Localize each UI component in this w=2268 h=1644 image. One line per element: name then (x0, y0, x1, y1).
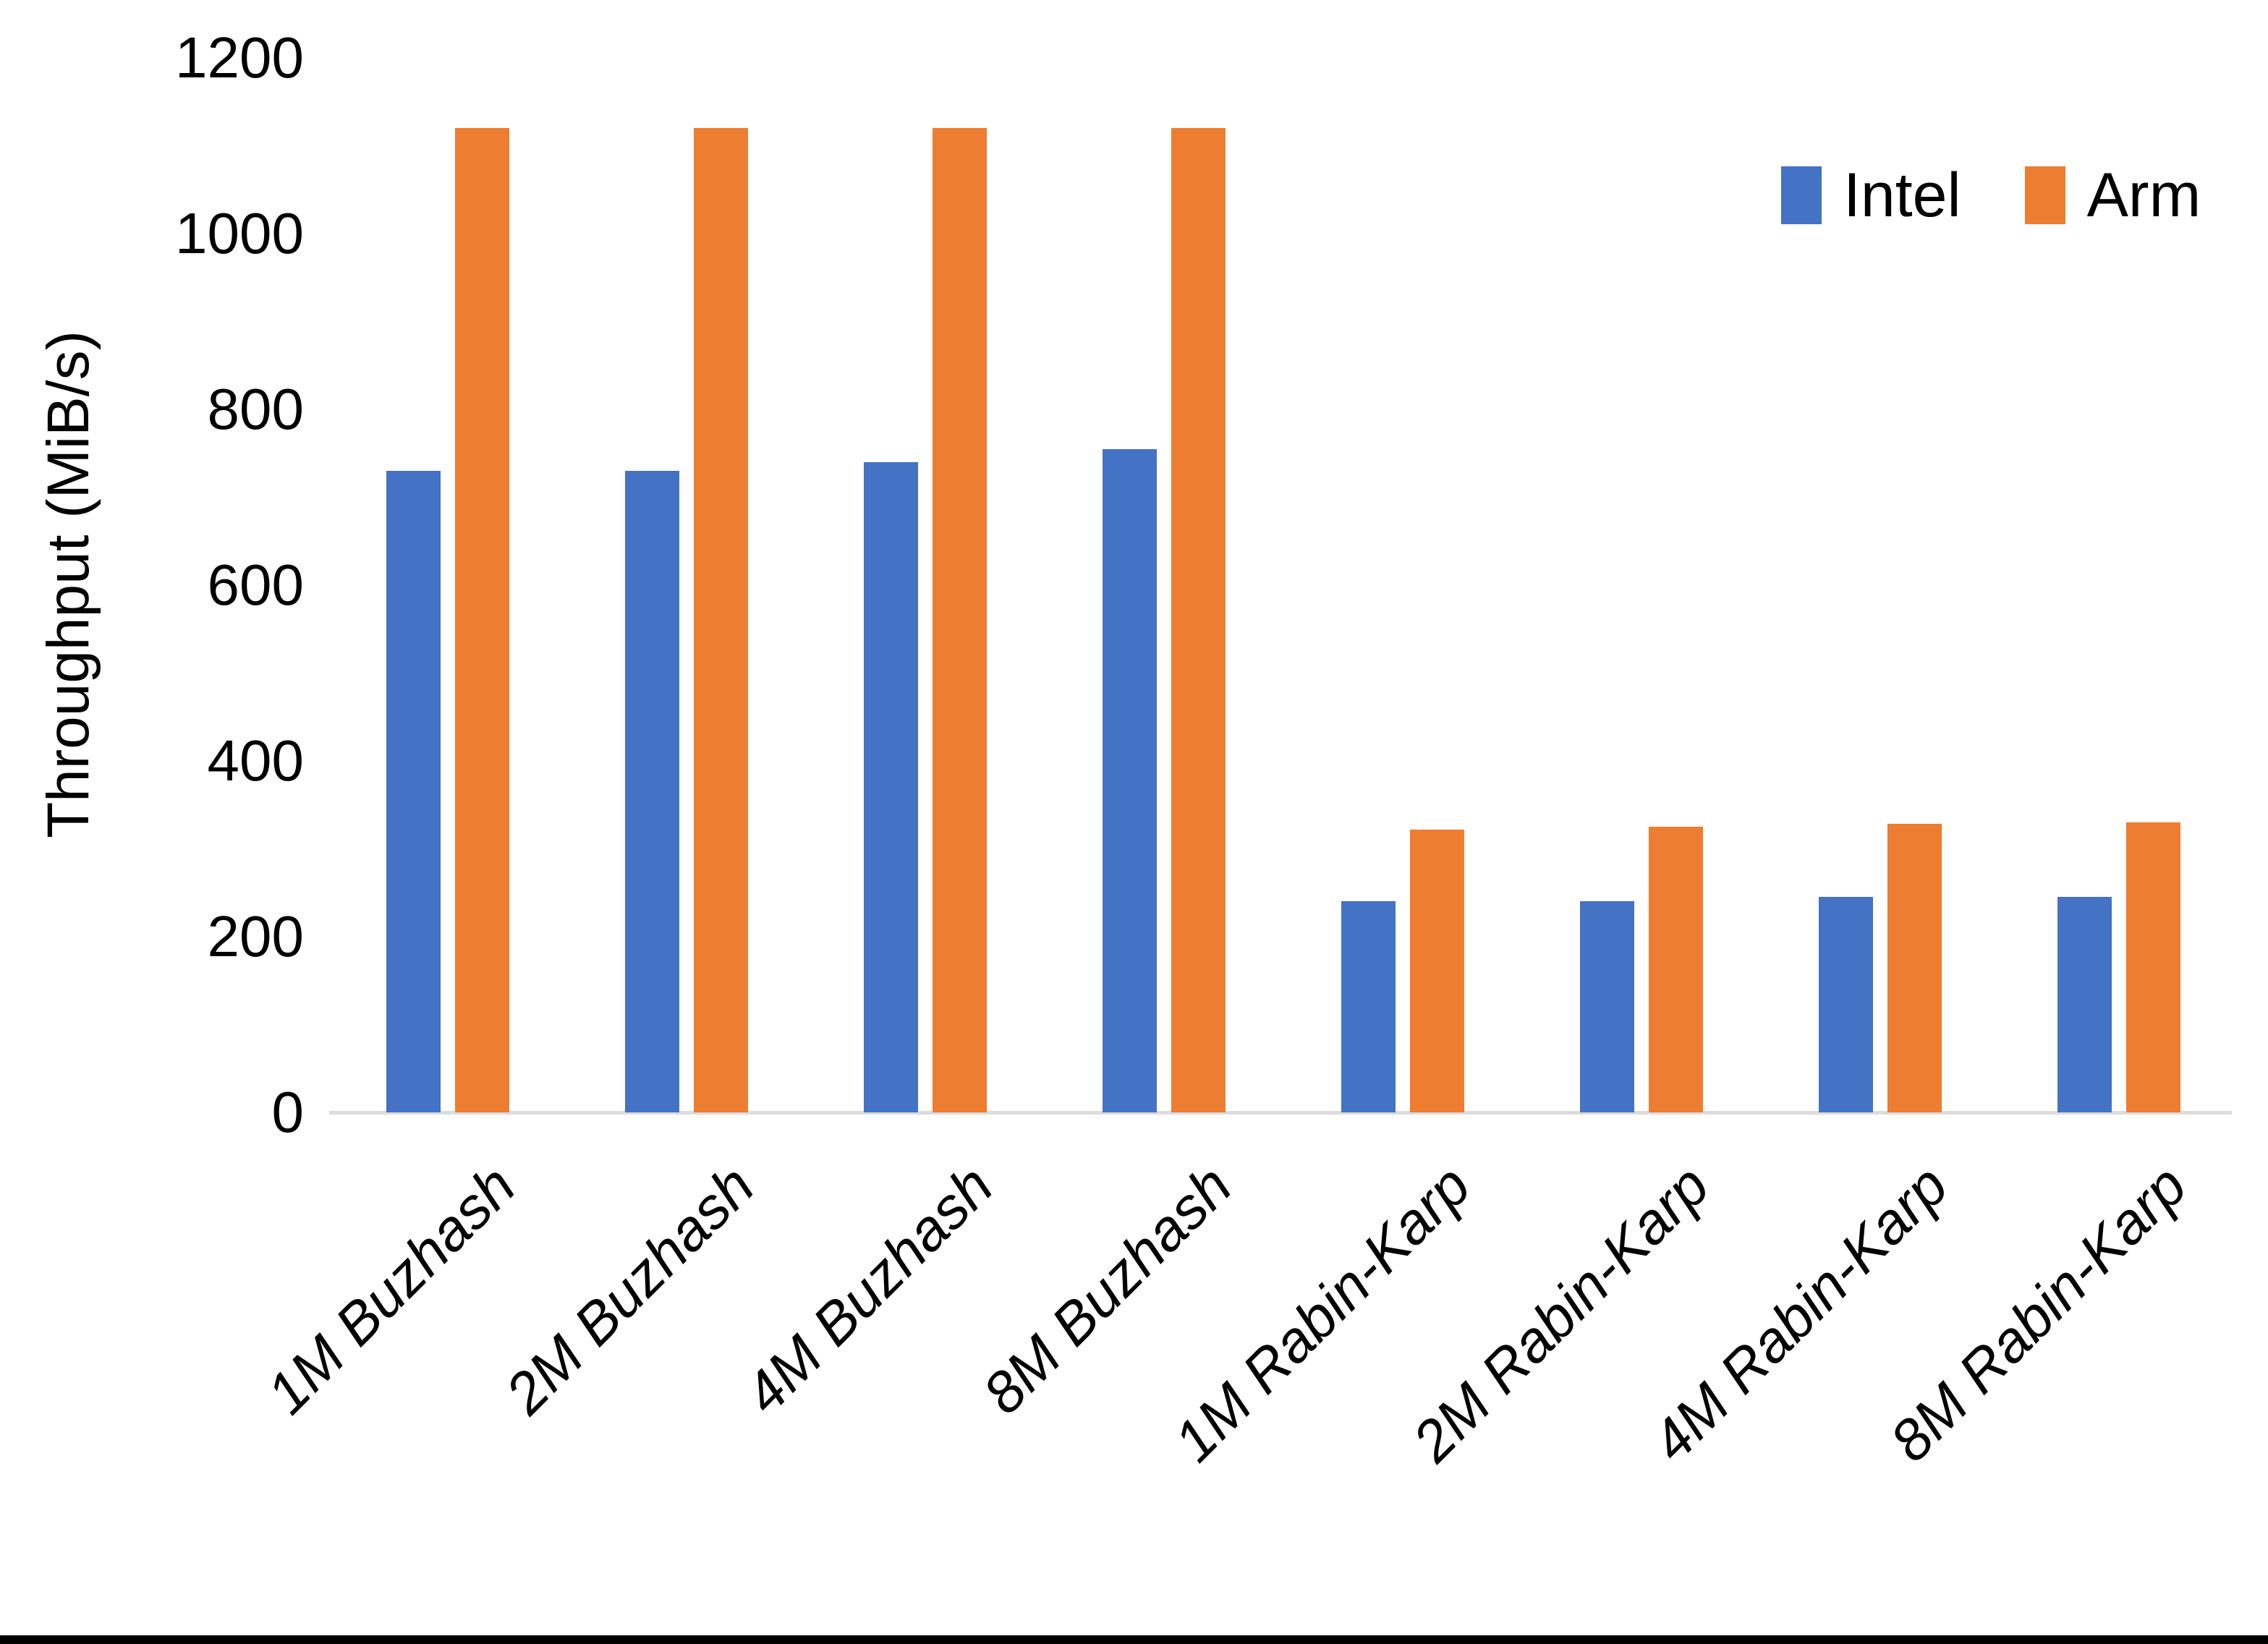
legend-swatch-intel (1781, 166, 1822, 224)
bar-intel-6 (1580, 901, 1634, 1112)
bar-intel-3 (864, 462, 918, 1112)
y-tick-label-400: 400 (207, 728, 304, 793)
bar-arm-2 (694, 128, 748, 1112)
y-tick-label-1000: 1000 (175, 201, 304, 265)
bar-arm-4 (1171, 128, 1226, 1112)
bottom-frame-bar (0, 1635, 2268, 1644)
y-tick-label-1200: 1200 (175, 25, 304, 90)
bar-intel-4 (1103, 449, 1157, 1112)
legend: Intel Arm (1781, 161, 2201, 230)
bar-arm-6 (1649, 827, 1703, 1112)
legend-swatch-arm (2024, 166, 2065, 224)
y-tick-label-800: 800 (207, 377, 304, 441)
legend-item-arm: Arm (2024, 161, 2201, 230)
bar-intel-7 (1819, 897, 1873, 1112)
y-tick-label-0: 0 (271, 1080, 305, 1144)
bar-arm-8 (2126, 822, 2180, 1112)
x-axis-line (329, 1111, 2232, 1115)
y-tick-label-600: 600 (207, 553, 304, 617)
legend-label-intel: Intel (1843, 161, 1961, 230)
bar-intel-8 (2057, 897, 2112, 1112)
legend-item-intel: Intel (1781, 161, 1961, 230)
y-tick-label-200: 200 (207, 904, 304, 968)
bar-arm-7 (1887, 824, 1942, 1112)
legend-label-arm: Arm (2086, 161, 2201, 230)
bar-intel-5 (1341, 901, 1396, 1112)
bar-arm-1 (455, 128, 509, 1112)
bar-intel-1 (386, 471, 441, 1112)
bar-arm-5 (1410, 830, 1464, 1112)
bar-arm-3 (933, 128, 987, 1112)
bar-intel-2 (625, 471, 679, 1112)
